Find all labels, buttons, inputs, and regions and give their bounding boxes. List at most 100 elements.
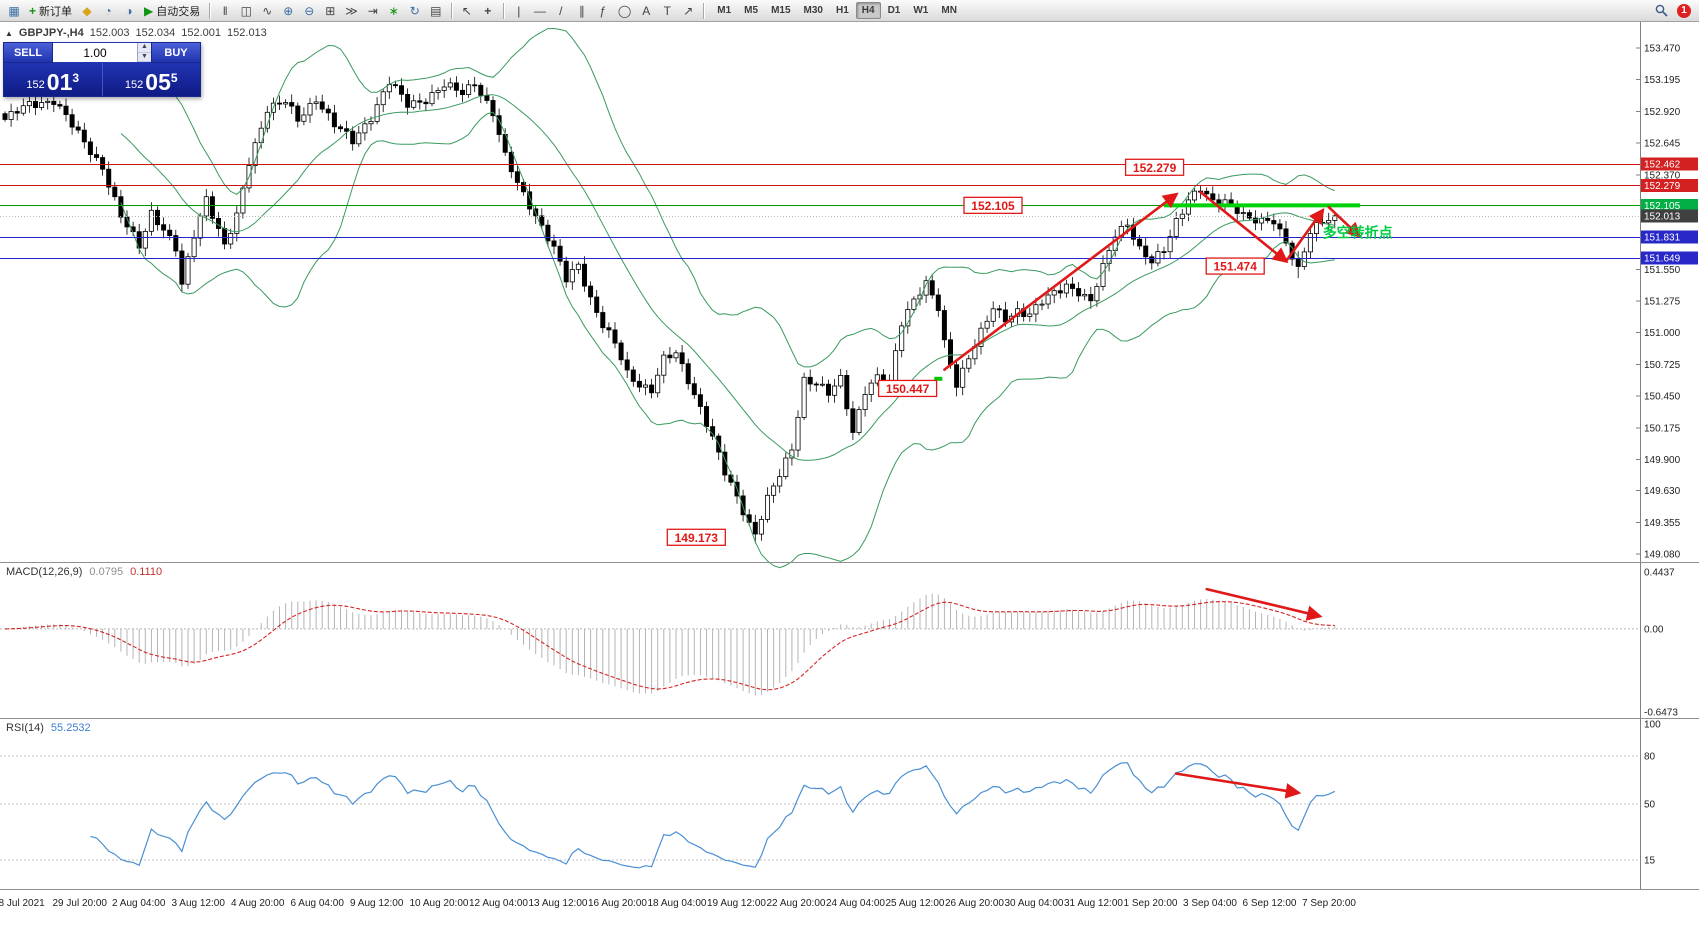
svg-text:2 Aug 04:00: 2 Aug 04:00	[112, 898, 166, 909]
shapes-button[interactable]: ◯	[614, 2, 635, 20]
trendline-button[interactable]: /	[551, 2, 571, 20]
toolbar-separator	[502, 2, 504, 19]
svg-text:3 Aug 12:00: 3 Aug 12:00	[172, 898, 226, 909]
macd-signal-line	[4, 601, 1335, 691]
svg-text:0.4437: 0.4437	[1644, 568, 1675, 579]
svg-text:152.105: 152.105	[1644, 201, 1681, 212]
autotrading-button[interactable]: ▶ 自动交易	[140, 2, 204, 20]
symbol-info-line: ▲ GBPJPY-,H4 152.003 152.034 152.001 152…	[5, 27, 267, 39]
notification-badge[interactable]: 1	[1677, 3, 1691, 18]
chart-shift-button[interactable]: ⇥	[363, 2, 383, 20]
svg-text:150.447: 150.447	[886, 382, 930, 396]
crosshair-button[interactable]: +	[478, 2, 498, 20]
callout-box[interactable]	[1124, 158, 1185, 176]
svg-text:22 Aug 20:00: 22 Aug 20:00	[767, 898, 826, 909]
svg-text:31 Aug 12:00: 31 Aug 12:00	[1064, 898, 1123, 909]
search-button[interactable]	[1651, 2, 1672, 20]
rsi-panel: 100 80 50 15	[0, 720, 1661, 869]
auto-scroll-button[interactable]: ≫	[341, 2, 362, 20]
new-chart-button[interactable]: ▦	[4, 2, 24, 20]
horizontal-line-button[interactable]: —	[530, 2, 550, 20]
zoom-in-button[interactable]: ⊕	[278, 2, 298, 20]
price-callouts[interactable]: 149.173 150.447 152.105 152.279 151.474	[666, 158, 1265, 546]
crosshair-icon: +	[484, 3, 492, 18]
callout-box[interactable]	[666, 528, 726, 546]
candle-chart-button[interactable]: ◫	[236, 2, 256, 20]
templates-button[interactable]: ▤	[426, 2, 446, 20]
symbol-title: GBPJPY-,H4	[18, 27, 84, 39]
search-icon	[1655, 4, 1668, 17]
sell-price[interactable]: 152 01 3	[4, 63, 102, 96]
fibonacci-button[interactable]: ƒ	[593, 2, 613, 20]
rsi-arrow[interactable]	[1174, 772, 1302, 799]
price-axis[interactable]: 153.470 153.195 152.920 152.645 152.370 151.5…	[0, 22, 1699, 890]
timeframe-mn-button[interactable]: MN	[941, 5, 957, 16]
bar-chart-button[interactable]: ‖	[215, 2, 235, 20]
rsi-line	[90, 762, 1336, 869]
candles	[2, 76, 1338, 544]
sell-button[interactable]: SELL	[3, 42, 53, 63]
channel-icon: ∥	[578, 3, 585, 18]
svg-text:152.279: 152.279	[1644, 181, 1681, 192]
volume-stepper: ▲ ▼	[137, 43, 151, 62]
price-tag	[1641, 209, 1698, 223]
label-tool-button[interactable]: T	[657, 2, 677, 20]
buy-price[interactable]: 152 05 5	[103, 63, 201, 96]
macd-name: MACD(12,26,9)	[6, 566, 83, 578]
callout-box[interactable]	[1205, 257, 1265, 275]
svg-text:13 Aug 12:00: 13 Aug 12:00	[529, 898, 588, 909]
volume-down-button[interactable]: ▼	[138, 52, 151, 62]
timeframe-m30-button[interactable]: M30	[803, 5, 823, 16]
time-axis[interactable]: 28 Jul 2021 29 Jul 20:00 2 Aug 04:00 3 Aug …	[0, 898, 1356, 909]
cursor-button[interactable]: ↖	[457, 2, 477, 20]
line-chart-button[interactable]: ∿	[257, 2, 277, 20]
zoom-out-button[interactable]: ⊖	[299, 2, 319, 20]
one-click-collapse-icon[interactable]: ▲	[5, 28, 13, 38]
timeframe-d1-button[interactable]: D1	[887, 5, 901, 16]
main-chart-panel: 149.173 150.447 152.105 152.279 151.474 多空转折点	[0, 27, 1640, 569]
horizontal-line-icon: —	[533, 3, 546, 18]
timeframe-w1-button[interactable]: W1	[913, 5, 929, 16]
rsi-value: 55.2532	[50, 722, 91, 734]
navigator-button[interactable]: ◑	[119, 2, 139, 20]
trend-arrows[interactable]	[943, 190, 1362, 371]
label-tool-icon: T	[663, 3, 671, 18]
macd-histogram	[10, 593, 1336, 696]
vertical-line-button[interactable]: |	[509, 2, 529, 20]
market-watch-button[interactable]: ◆	[77, 2, 97, 20]
periods-button[interactable]: ↻	[405, 2, 425, 20]
toolbar-separator	[209, 2, 211, 19]
timeframe-m1-button[interactable]: M1	[717, 5, 732, 16]
horizontal-lines[interactable]	[0, 164, 1640, 259]
macd-arrow[interactable]	[1205, 587, 1323, 621]
timeframe-m5-button[interactable]: M5	[744, 5, 759, 16]
callout-box[interactable]	[963, 196, 1023, 214]
timeframe-h1-button[interactable]: H1	[835, 5, 849, 16]
text-tool-icon: A	[642, 3, 651, 18]
trendline-icon: /	[559, 3, 563, 18]
volume-up-button[interactable]: ▲	[138, 43, 151, 53]
svg-text:150.175: 150.175	[1644, 423, 1681, 434]
svg-text:151.474: 151.474	[1214, 260, 1258, 274]
callout-box[interactable]	[877, 379, 938, 398]
channel-button[interactable]: ∥	[572, 2, 592, 20]
svg-text:100: 100	[1644, 720, 1661, 731]
buy-button[interactable]: BUY	[151, 42, 201, 63]
timeframe-h4-button[interactable]: H4	[855, 2, 881, 19]
volume-input[interactable]: 1.00	[83, 45, 107, 60]
indicators-button[interactable]: ∗	[384, 2, 404, 20]
shapes-icon: ◯	[617, 3, 632, 18]
text-tool-button[interactable]: A	[636, 2, 656, 20]
sell-price-sup: 3	[72, 71, 80, 85]
tile-windows-button[interactable]: ⊞	[320, 2, 340, 20]
volume-field: 1.00 ▲ ▼	[53, 42, 151, 63]
toolbar-separator	[703, 2, 705, 19]
new-order-button[interactable]: + 新订单	[25, 2, 76, 20]
data-window-button[interactable]: ◔	[98, 2, 118, 20]
svg-text:9 Aug 12:00: 9 Aug 12:00	[350, 898, 404, 909]
arrows-tool-button[interactable]: ↗	[678, 2, 698, 20]
macd-signal-value: 0.1110	[130, 566, 163, 578]
timeframe-m15-button[interactable]: M15	[771, 5, 791, 16]
svg-text:150.725: 150.725	[1644, 360, 1681, 371]
